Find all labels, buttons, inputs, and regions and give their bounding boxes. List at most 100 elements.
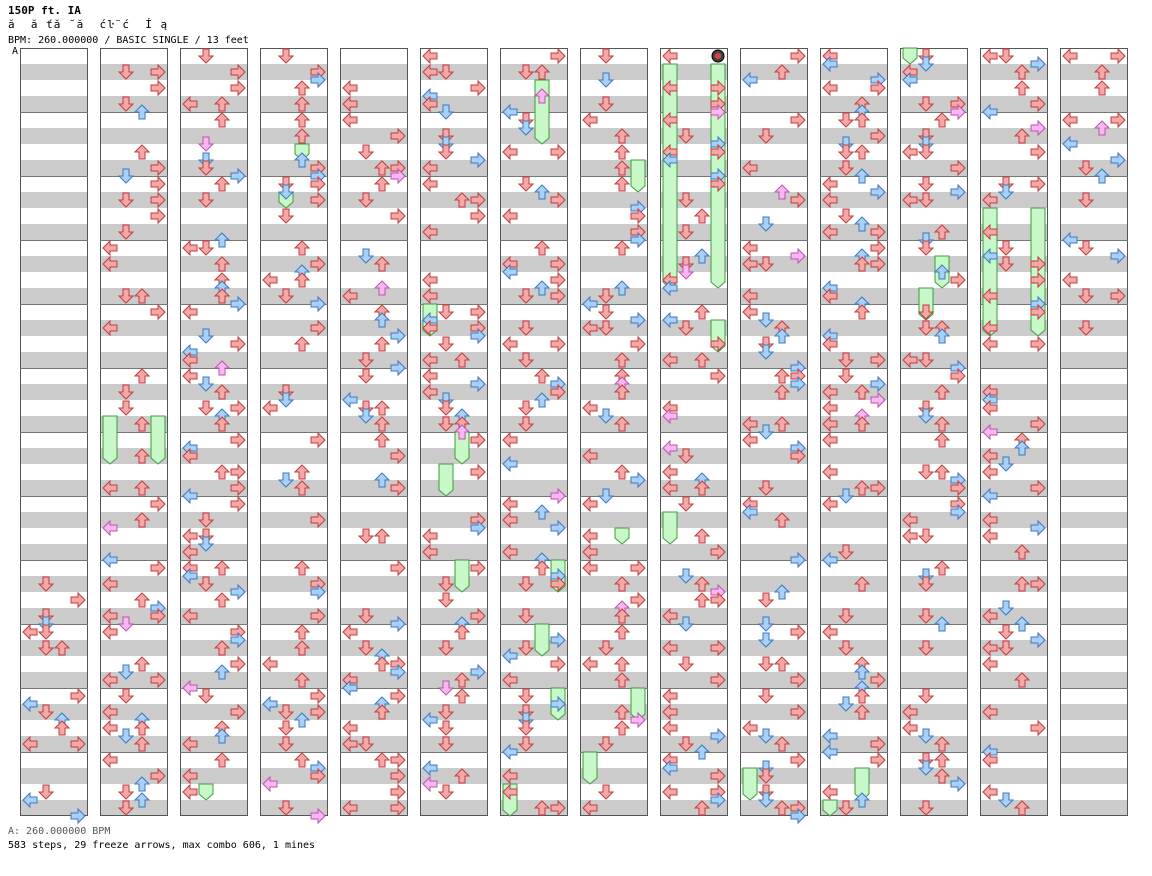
step-arrow: [117, 288, 135, 304]
step-arrow: [453, 672, 471, 688]
beat-band: [980, 640, 1048, 656]
beat-band: [100, 784, 168, 800]
beat-band: [500, 208, 568, 224]
beat-band: [660, 544, 728, 560]
beat-band: [20, 112, 88, 128]
beat-band: [500, 480, 568, 496]
beat-band: [420, 448, 488, 464]
beat-band: [100, 320, 168, 336]
step-arrow: [757, 792, 775, 808]
step-arrow: [197, 240, 215, 256]
beat-band: [1060, 720, 1128, 736]
beat-band: [820, 400, 888, 416]
beat-band: [660, 480, 728, 496]
beat-band: [340, 64, 408, 80]
beat-band: [900, 464, 968, 480]
step-arrow: [773, 64, 791, 80]
step-arrow: [133, 288, 151, 304]
step-arrow: [742, 159, 758, 177]
beat-band: [20, 512, 88, 528]
step-arrow: [677, 568, 695, 584]
beat-band: [500, 256, 568, 272]
beat-band: [500, 128, 568, 144]
step-arrow: [1077, 288, 1095, 304]
beat-band: [740, 272, 808, 288]
step-arrow: [982, 607, 998, 625]
step-arrow: [1093, 168, 1111, 184]
beat-band: [340, 368, 408, 384]
step-arrow: [550, 191, 566, 209]
step-arrow: [342, 735, 358, 753]
step-arrow: [133, 368, 151, 384]
step-arrow: [310, 255, 326, 273]
step-arrow: [470, 431, 486, 449]
step-arrow: [677, 496, 695, 512]
beat-band: [20, 288, 88, 304]
beat-band: [260, 48, 328, 64]
beat-band: [580, 720, 648, 736]
step-arrow: [822, 399, 838, 417]
step-arrow: [390, 167, 406, 185]
step-arrow: [933, 616, 951, 632]
beat-band: [180, 496, 248, 512]
freeze-arrow-body: [630, 159, 646, 193]
step-arrow: [293, 560, 311, 576]
beat-band: [180, 528, 248, 544]
step-arrow: [293, 112, 311, 128]
beat-band: [340, 416, 408, 432]
beat-band: [340, 208, 408, 224]
beat-band: [100, 80, 168, 96]
step-arrow: [422, 319, 438, 337]
chart-column: [900, 48, 968, 816]
step-arrow: [822, 335, 838, 353]
step-arrow: [133, 776, 151, 792]
chart-info: BPM: 260.000000 / BASIC SINGLE / 13 feet: [8, 35, 249, 46]
step-arrow: [902, 527, 918, 545]
beat-band: [900, 416, 968, 432]
beat-band: [420, 416, 488, 432]
step-arrow: [853, 112, 871, 128]
step-arrow: [597, 72, 615, 88]
beat-band: [420, 672, 488, 688]
beat-band: [1060, 336, 1128, 352]
chart-column: [420, 48, 488, 816]
beat-band: [580, 784, 648, 800]
step-arrow: [293, 624, 311, 640]
beat-band: [1060, 608, 1128, 624]
step-arrow: [357, 640, 375, 656]
step-arrow: [870, 239, 886, 257]
beat-band: [500, 640, 568, 656]
beat-band: [100, 48, 168, 64]
beat-band: [500, 160, 568, 176]
beat-band: [260, 512, 328, 528]
beat-band: [980, 656, 1048, 672]
beat-band: [420, 256, 488, 272]
beat-band: [820, 64, 888, 80]
step-arrow: [102, 255, 118, 273]
step-arrow: [150, 303, 166, 321]
beat-band: [100, 608, 168, 624]
beat-band: [580, 80, 648, 96]
step-arrow: [710, 791, 726, 809]
beat-band: [580, 320, 648, 336]
beat-band: [20, 416, 88, 432]
beat-band: [180, 208, 248, 224]
step-arrow: [982, 319, 998, 337]
step-arrow: [22, 623, 38, 641]
step-arrow: [613, 160, 631, 176]
freeze-arrow-body: [198, 783, 214, 801]
step-arrow: [790, 703, 806, 721]
step-arrow: [310, 511, 326, 529]
step-arrow: [662, 607, 678, 625]
beat-band: [1060, 96, 1128, 112]
step-arrow: [597, 304, 615, 320]
beat-band: [260, 336, 328, 352]
beat-band: [740, 592, 808, 608]
step-arrow: [230, 167, 246, 185]
beat-band: [1060, 224, 1128, 240]
step-arrow: [693, 800, 711, 816]
step-arrow: [213, 416, 231, 432]
beat-band: [340, 528, 408, 544]
beat-band: [740, 688, 808, 704]
beat-band: [980, 512, 1048, 528]
